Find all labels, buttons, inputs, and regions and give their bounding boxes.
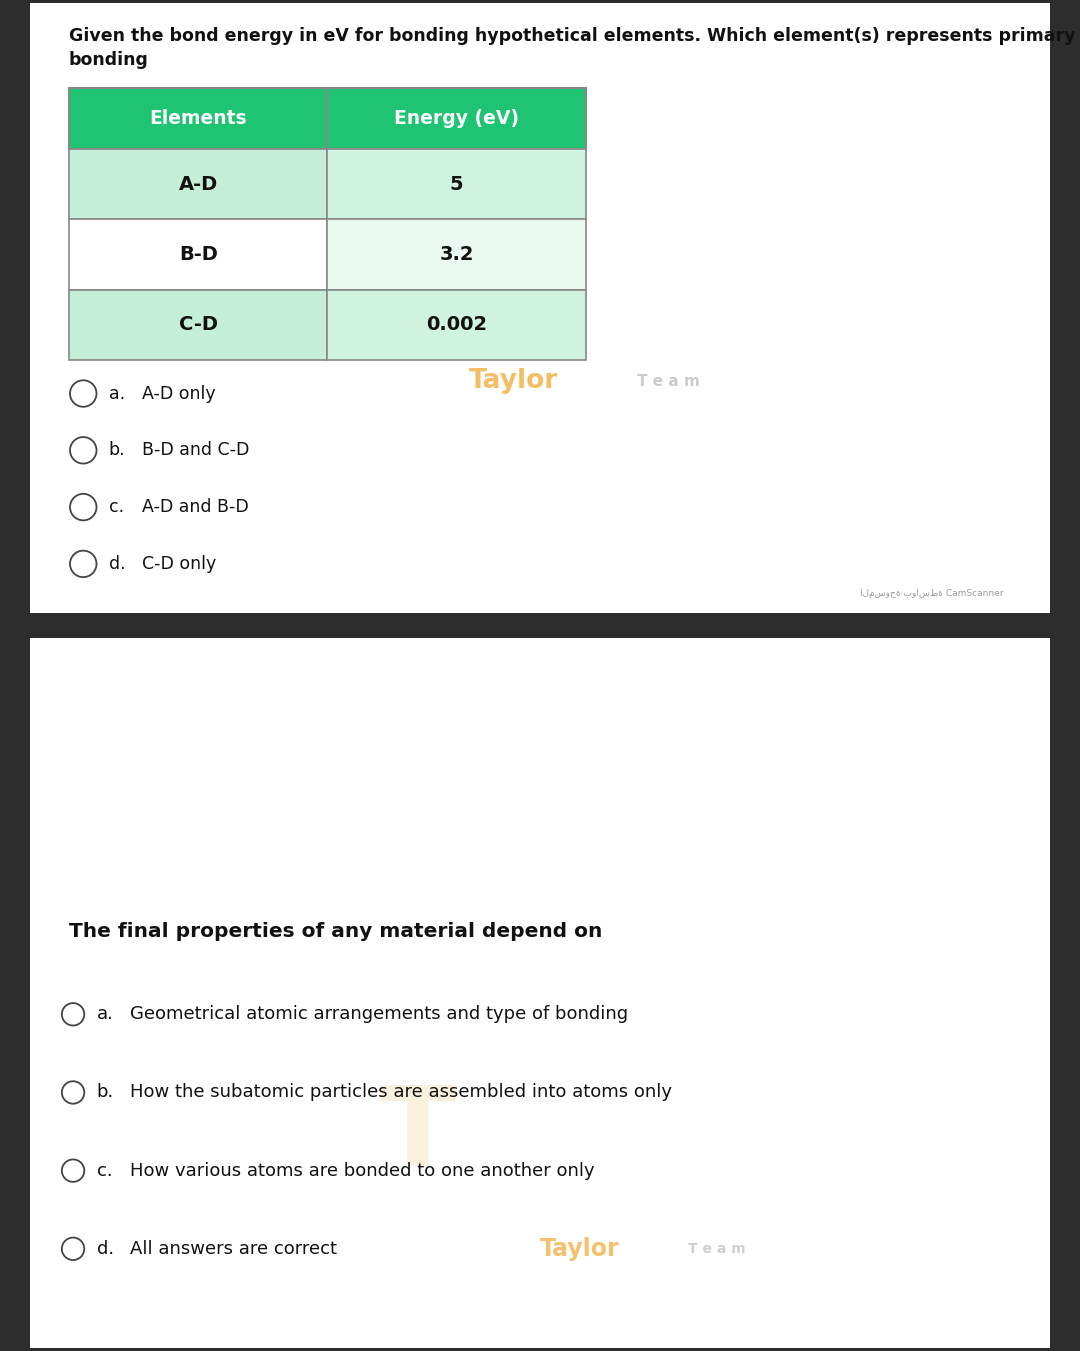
Text: T: T xyxy=(380,1082,456,1189)
Text: المسوحة بواسطة CamScanner: المسوحة بواسطة CamScanner xyxy=(861,589,1004,598)
Text: T e a m: T e a m xyxy=(688,1242,745,1256)
Bar xyxy=(69,289,327,359)
Text: A-D and B-D: A-D and B-D xyxy=(143,499,249,516)
Text: Taylor: Taylor xyxy=(469,369,558,394)
Text: How the subatomic particles are assembled into atoms only: How the subatomic particles are assemble… xyxy=(131,1084,672,1101)
Bar xyxy=(69,219,327,289)
Text: T e a m: T e a m xyxy=(637,374,700,389)
Text: B-D: B-D xyxy=(179,245,218,263)
Text: 5: 5 xyxy=(450,174,463,195)
Bar xyxy=(327,88,585,149)
Bar xyxy=(69,88,327,149)
Text: 3.2: 3.2 xyxy=(440,245,474,263)
Text: A-D: A-D xyxy=(178,174,218,195)
Text: d.: d. xyxy=(96,1240,113,1258)
Text: Geometrical atomic arrangements and type of bonding: Geometrical atomic arrangements and type… xyxy=(131,1005,629,1023)
Text: All answers are correct: All answers are correct xyxy=(131,1240,337,1258)
Text: C-D only: C-D only xyxy=(143,555,217,573)
Bar xyxy=(327,149,585,219)
Text: c.: c. xyxy=(96,1162,112,1179)
Bar xyxy=(327,219,585,289)
Text: The final properties of any material depend on: The final properties of any material dep… xyxy=(69,921,603,940)
Text: How various atoms are bonded to one another only: How various atoms are bonded to one anot… xyxy=(131,1162,595,1179)
Text: b.: b. xyxy=(96,1084,113,1101)
Text: a.: a. xyxy=(109,385,125,403)
Text: Energy (eV): Energy (eV) xyxy=(394,109,519,128)
Text: Elements: Elements xyxy=(149,109,247,128)
Text: A-D only: A-D only xyxy=(143,385,216,403)
Text: c.: c. xyxy=(109,499,124,516)
Bar xyxy=(69,149,327,219)
Text: d.: d. xyxy=(109,555,125,573)
Text: b.: b. xyxy=(109,442,125,459)
Text: Taylor: Taylor xyxy=(540,1236,620,1260)
Text: a.: a. xyxy=(96,1005,113,1023)
Bar xyxy=(327,289,585,359)
Text: C-D: C-D xyxy=(178,315,218,334)
Text: Given the bond energy in eV for bonding hypothetical elements. Which element(s) : Given the bond energy in eV for bonding … xyxy=(69,27,1076,69)
Text: 0.002: 0.002 xyxy=(427,315,487,334)
Text: B-D and C-D: B-D and C-D xyxy=(143,442,249,459)
